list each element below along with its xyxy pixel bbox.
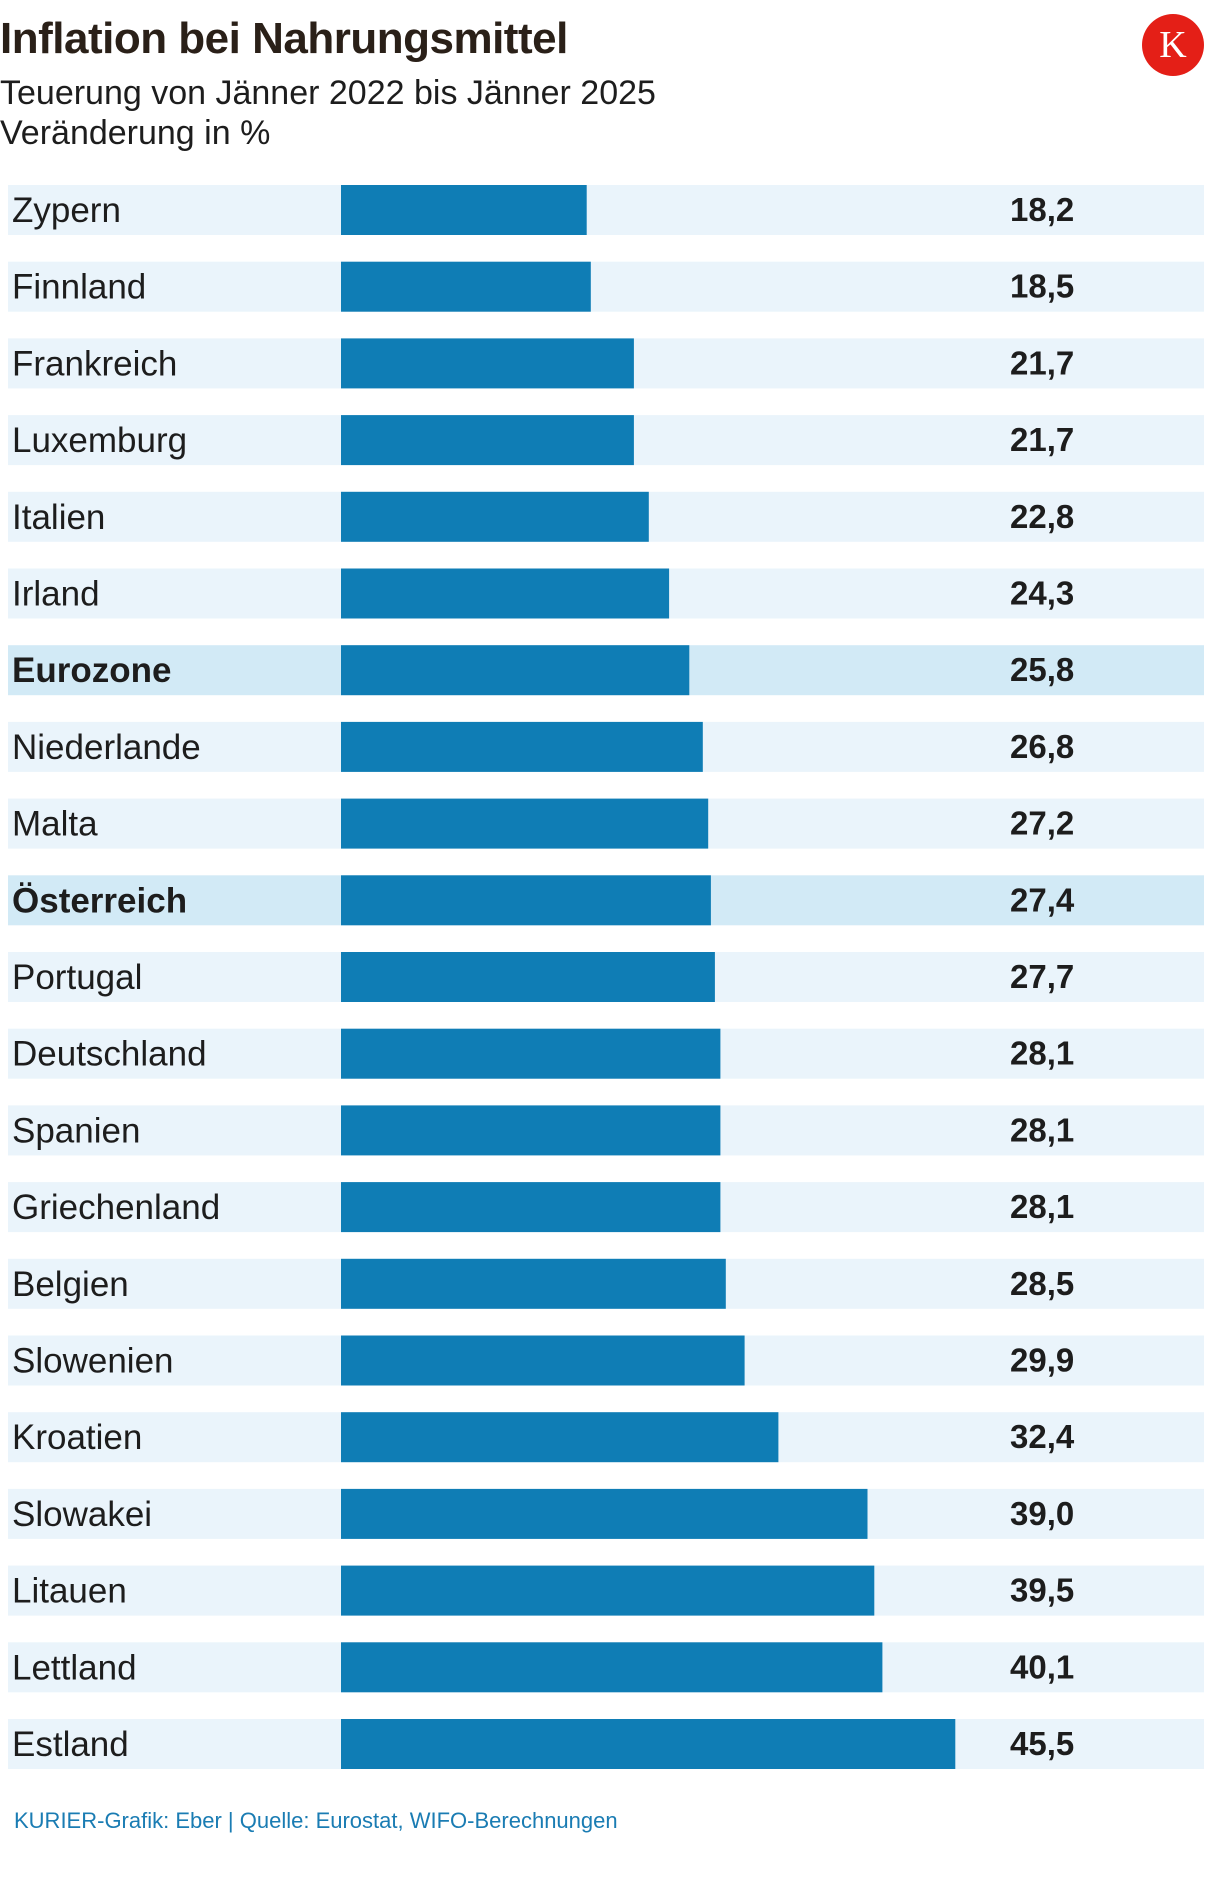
value-label-irland: 24,3 xyxy=(1010,575,1074,612)
category-label-spanien: Spanien xyxy=(12,1111,140,1150)
category-label-estland: Estland xyxy=(12,1725,129,1764)
category-label-deutschland: Deutschland xyxy=(12,1035,207,1074)
source-note: KURIER-Grafik: Eber | Quelle: Eurostat, … xyxy=(14,1808,618,1833)
bar-spanien xyxy=(341,1105,721,1156)
bar-niederlande xyxy=(341,721,703,772)
category-label-österreich: Österreich xyxy=(12,881,187,920)
bar-malta xyxy=(341,798,709,849)
category-label-slowakei: Slowakei xyxy=(12,1495,152,1534)
value-label-zypern: 18,2 xyxy=(1010,191,1074,228)
category-label-portugal: Portugal xyxy=(12,958,142,997)
chart-title: Inflation bei Nahrungsmittel xyxy=(0,14,568,63)
category-label-kroatien: Kroatien xyxy=(12,1418,142,1457)
category-label-niederlande: Niederlande xyxy=(12,728,201,767)
value-label-frankreich: 21,7 xyxy=(1010,344,1074,381)
value-label-deutschland: 28,1 xyxy=(1010,1035,1074,1072)
bar-irland xyxy=(341,568,670,619)
bar-österreich xyxy=(341,875,711,926)
bar-belgien xyxy=(341,1258,726,1309)
category-label-irland: Irland xyxy=(12,575,100,614)
row-background-finnland xyxy=(8,261,1204,312)
bar-deutschland xyxy=(341,1028,721,1079)
bar-slowenien xyxy=(341,1335,745,1386)
category-label-luxemburg: Luxemburg xyxy=(12,421,187,460)
category-label-frankreich: Frankreich xyxy=(12,344,177,383)
category-label-italien: Italien xyxy=(12,498,105,537)
category-label-zypern: Zypern xyxy=(12,191,121,230)
value-label-slowenien: 29,9 xyxy=(1010,1342,1074,1379)
bar-frankreich xyxy=(341,338,634,389)
category-label-slowenien: Slowenien xyxy=(12,1342,174,1381)
bar-slowakei xyxy=(341,1488,868,1539)
value-label-portugal: 27,7 xyxy=(1010,958,1074,995)
value-label-niederlande: 26,8 xyxy=(1010,728,1074,765)
kurier-logo: K xyxy=(1142,14,1204,76)
bar-portugal xyxy=(341,952,715,1002)
value-label-finnland: 18,5 xyxy=(1010,268,1074,305)
value-label-österreich: 27,4 xyxy=(1010,881,1075,918)
bar-finnland xyxy=(341,261,591,312)
unit-label: Veränderung in % xyxy=(0,114,271,152)
bar-zypern xyxy=(341,185,587,235)
value-label-eurozone: 25,8 xyxy=(1010,651,1074,688)
value-label-kroatien: 32,4 xyxy=(1010,1418,1075,1455)
bar-griechenland xyxy=(341,1182,721,1233)
category-label-belgien: Belgien xyxy=(12,1265,129,1304)
value-label-griechenland: 28,1 xyxy=(1010,1188,1074,1225)
category-label-malta: Malta xyxy=(12,805,98,844)
value-label-estland: 45,5 xyxy=(1010,1725,1074,1762)
category-label-lettland: Lettland xyxy=(12,1648,137,1687)
bar-luxemburg xyxy=(341,415,634,466)
value-label-slowakei: 39,0 xyxy=(1010,1495,1074,1532)
chart-subtitle: Teuerung von Jänner 2022 bis Jänner 2025 xyxy=(0,74,656,112)
value-label-belgien: 28,5 xyxy=(1010,1265,1074,1302)
bar-italien xyxy=(341,491,649,542)
value-label-malta: 27,2 xyxy=(1010,805,1074,842)
bar-lettland xyxy=(341,1642,883,1693)
value-label-spanien: 28,1 xyxy=(1010,1111,1074,1148)
category-label-eurozone: Eurozone xyxy=(12,651,171,690)
category-label-griechenland: Griechenland xyxy=(12,1188,220,1227)
bar-eurozone xyxy=(341,645,690,696)
value-label-luxemburg: 21,7 xyxy=(1010,421,1074,458)
value-label-italien: 22,8 xyxy=(1010,498,1074,535)
bar-kroatien xyxy=(341,1412,779,1463)
category-label-litauen: Litauen xyxy=(12,1572,127,1611)
category-label-finnland: Finnland xyxy=(12,268,146,307)
row-background-zypern xyxy=(8,185,1204,235)
bar-litauen xyxy=(341,1565,875,1616)
value-label-litauen: 39,5 xyxy=(1010,1572,1074,1609)
value-label-lettland: 40,1 xyxy=(1010,1648,1074,1685)
bar-estland xyxy=(341,1719,956,1769)
